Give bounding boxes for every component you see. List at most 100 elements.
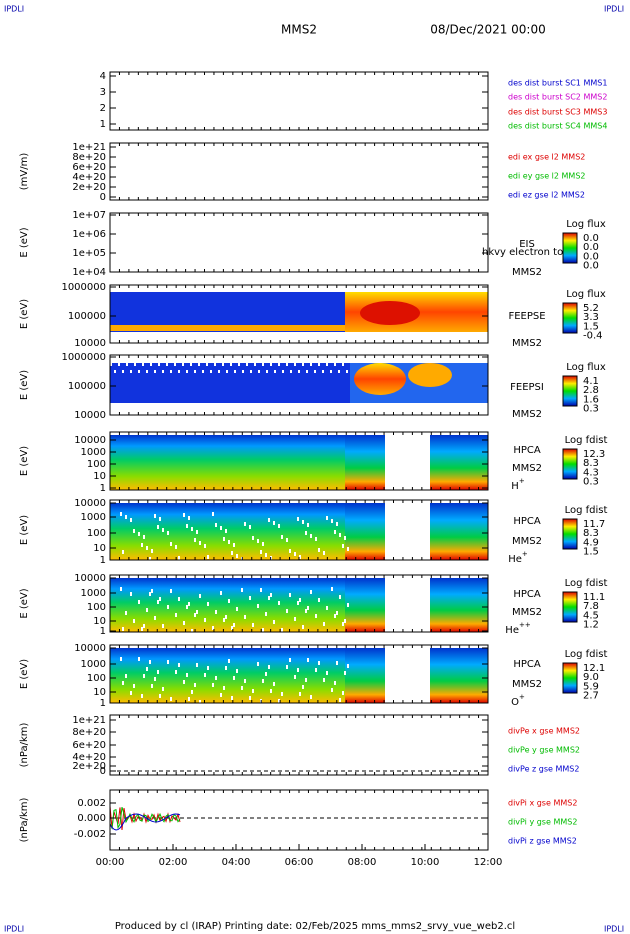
- speckle: [167, 605, 169, 609]
- speckle: [162, 624, 164, 628]
- speckle: [330, 370, 332, 373]
- speckle: [199, 541, 201, 545]
- y-tick-label: 1e+05: [72, 248, 106, 259]
- speckle: [326, 606, 328, 610]
- speckle: [154, 514, 156, 518]
- spectrogram: [430, 648, 488, 703]
- speckle: [242, 370, 244, 373]
- colorbar-tick-label: 2.7: [583, 691, 599, 702]
- speckle: [265, 612, 267, 616]
- speckle: [244, 679, 246, 683]
- speckle: [268, 518, 270, 522]
- colorbar-tick-label: 8.3: [583, 458, 599, 469]
- speckle: [223, 686, 225, 690]
- speckle: [302, 625, 304, 629]
- speckle: [266, 370, 268, 373]
- y-tick-label: 100000: [68, 311, 106, 322]
- speckle: [297, 517, 299, 521]
- speckle: [326, 363, 328, 366]
- speckle: [186, 370, 188, 373]
- speckle: [289, 658, 291, 662]
- y-tick-label: 1: [100, 555, 106, 566]
- colorbar-title: Log fdist: [565, 505, 608, 516]
- speckle: [141, 543, 143, 547]
- x-tick-label: 02:00: [159, 857, 188, 868]
- speckle: [249, 596, 251, 600]
- speckle: [257, 539, 259, 543]
- y-tick-label: 1: [100, 626, 106, 637]
- speckle: [183, 513, 185, 517]
- speckle: [339, 698, 341, 702]
- plot-frame: [109, 142, 489, 201]
- speckle: [149, 660, 151, 664]
- speckle: [143, 535, 145, 539]
- speckle: [134, 363, 136, 366]
- speckle: [342, 363, 344, 366]
- spectrogram: [430, 503, 488, 560]
- y-tick-label: 1000: [81, 659, 106, 670]
- species-label: He++: [505, 621, 531, 636]
- corner-mark: IPDLI: [604, 925, 624, 934]
- speckle: [191, 629, 193, 633]
- y-axis-label: E (eV): [19, 446, 30, 476]
- y-tick-label: 1: [100, 698, 106, 709]
- speckle: [318, 661, 320, 665]
- colorbar-tick-label: 11.1: [583, 592, 605, 603]
- speckle: [167, 531, 169, 535]
- speckle: [286, 609, 288, 613]
- y-tick-label: 3: [100, 87, 106, 98]
- speckle: [231, 551, 233, 555]
- panel: 1e+07 1e+06 1e+05 1e+04 E (eV) EIS MMS2 hkvy el…: [19, 210, 606, 278]
- y-tick-label: 2e+20: [72, 182, 106, 193]
- legend-entry: edi ex gse l2 MMS2: [508, 153, 585, 162]
- speckle: [262, 628, 264, 632]
- speckle: [198, 363, 200, 366]
- panel: 0.002 0.000 -0.002 (nPa/km) divPi x gse MMS2…: [19, 789, 577, 851]
- speckle: [297, 601, 299, 605]
- speckle: [191, 527, 193, 531]
- instrument-label: MMS2: [512, 607, 542, 618]
- speckle: [302, 520, 304, 524]
- speckle: [286, 665, 288, 669]
- colorbar-tick-label: 0.3: [583, 404, 599, 415]
- speckle: [289, 593, 291, 597]
- y-tick-label: 8e+20: [72, 727, 106, 738]
- speckle: [138, 370, 140, 373]
- instrument-label: MMS2: [512, 463, 542, 474]
- y-tick-label: 1e+06: [72, 229, 106, 240]
- speckle: [212, 683, 214, 687]
- speckle: [257, 662, 259, 666]
- speckle: [244, 522, 246, 526]
- y-tick-label: 10: [93, 616, 106, 627]
- y-tick-label: 2: [100, 103, 106, 114]
- speckle: [305, 609, 307, 613]
- speckle: [141, 694, 143, 698]
- speckle: [186, 673, 188, 677]
- speckle: [336, 522, 338, 526]
- speckle: [339, 595, 341, 599]
- colorbar-tick-label: 0.0: [583, 233, 599, 244]
- speckle: [157, 600, 159, 604]
- y-tick-label: 4e+20: [72, 752, 106, 763]
- speckle: [118, 363, 120, 366]
- spectrogram: [110, 435, 345, 490]
- speckle: [175, 545, 177, 549]
- speckle: [262, 363, 264, 366]
- speckle: [141, 627, 143, 631]
- speckle: [342, 544, 344, 548]
- y-tick-label: 1000: [81, 512, 106, 523]
- colorbar-tick-label: 1.5: [583, 547, 599, 558]
- speckle: [154, 370, 156, 373]
- y-tick-label: 1e+21: [72, 715, 106, 726]
- speckle: [170, 370, 172, 373]
- y-tick-label: 4: [100, 71, 106, 82]
- speckle: [318, 598, 320, 602]
- speckle: [226, 370, 228, 373]
- instrument-label: MMS2: [512, 267, 542, 278]
- spectrogram: [345, 503, 385, 560]
- spectrogram: [110, 503, 345, 560]
- instrument-label: MMS2: [512, 338, 542, 349]
